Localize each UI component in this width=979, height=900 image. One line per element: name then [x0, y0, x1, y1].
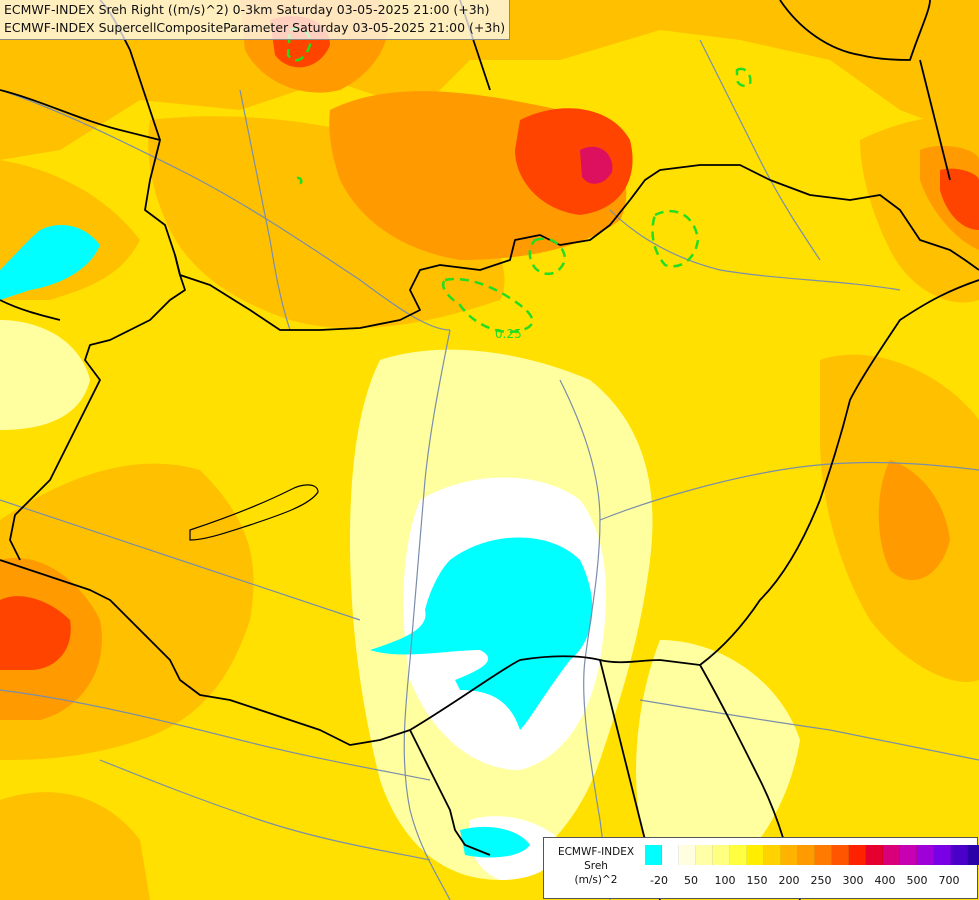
title-line-2: ECMWF-INDEX SupercellCompositeParameter …: [4, 20, 506, 35]
legend-swatch: [832, 845, 849, 865]
legend-swatch: [730, 845, 747, 865]
title-box: ECMWF-INDEX Sreh Right ((m/s)^2) 0-3km S…: [0, 0, 511, 40]
magenta-core: [580, 146, 613, 184]
legend-tick-label: 200: [778, 874, 800, 887]
legend-tick-label: 300: [842, 874, 864, 887]
legend-variable: Sreh: [584, 860, 608, 872]
legend-meta: ECMWF-INDEX Sreh (m/s)^2: [548, 845, 644, 887]
contour-label: 0.25: [495, 327, 522, 341]
legend-swatch: [662, 845, 679, 865]
legend-swatch: [917, 845, 934, 865]
legend-tick-label: 500: [906, 874, 928, 887]
legend-swatch: [713, 845, 730, 865]
title-line-1: ECMWF-INDEX Sreh Right ((m/s)^2) 0-3km S…: [4, 2, 490, 17]
legend-swatches: [645, 845, 979, 865]
legend-swatch: [798, 845, 815, 865]
legend-swatch: [951, 845, 968, 865]
legend-tick-label: 50: [684, 874, 698, 887]
legend-swatch: [645, 845, 662, 865]
legend-tick-label: 250: [810, 874, 832, 887]
legend-swatch: [968, 845, 979, 865]
legend-tick-label: 100: [714, 874, 736, 887]
legend-swatch: [934, 845, 951, 865]
legend-unit: (m/s)^2: [574, 874, 618, 886]
legend-swatch: [679, 845, 696, 865]
lake-balaton: [189, 484, 319, 541]
legend-swatch: [866, 845, 883, 865]
legend-ticks: -20 50 100 150 200 250 300 400 500 700: [645, 874, 973, 890]
legend-tick-label: 150: [746, 874, 768, 887]
legend-swatch: [900, 845, 917, 865]
legend-swatch: [747, 845, 764, 865]
legend-swatch: [764, 845, 781, 865]
legend-swatch: [849, 845, 866, 865]
color-legend: ECMWF-INDEX Sreh (m/s)^2 -20 50 100 150 200 2…: [543, 837, 979, 899]
legend-source: ECMWF-INDEX: [557, 846, 635, 858]
legend-tick-label: 400: [874, 874, 896, 887]
rivers: [0, 39, 979, 900]
legend-tick-label: -20: [650, 874, 668, 887]
legend-swatch: [883, 845, 900, 865]
legend-swatch: [781, 845, 798, 865]
legend-tick-label: 700: [938, 874, 960, 887]
legend-swatch: [815, 845, 832, 865]
scp-contours: [286, 27, 752, 334]
legend-swatch: [696, 845, 713, 865]
